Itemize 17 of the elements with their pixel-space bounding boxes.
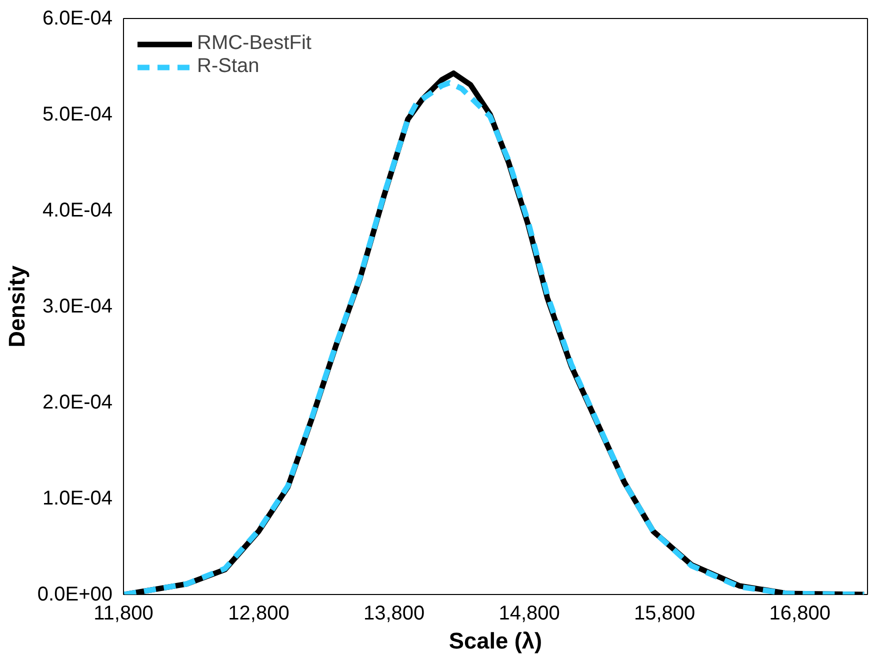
- x-tick-label: 13,800: [363, 602, 425, 624]
- y-tick-label: 5.0E-04: [42, 104, 113, 126]
- x-tick-label: 16,800: [769, 602, 830, 624]
- y-tick-label: 0.0E+00: [37, 584, 113, 606]
- y-tick-label: 2.0E-04: [42, 392, 113, 414]
- x-axis-title: Scale (λ): [448, 628, 542, 654]
- y-tick-label: 3.0E-04: [42, 296, 113, 318]
- x-tick-label: 14,800: [498, 602, 560, 624]
- y-tick-label: 1.0E-04: [42, 488, 113, 510]
- x-tick-label: 15,800: [634, 602, 696, 624]
- y-tick-label: 4.0E-04: [42, 200, 113, 222]
- y-tick-label: 6.0E-04: [42, 8, 113, 30]
- x-tick-label: 12,800: [228, 602, 290, 624]
- x-tick-label: 11,800: [94, 602, 154, 624]
- y-axis-title: Density: [3, 265, 30, 348]
- legend-label: RMC-BestFit: [197, 32, 312, 55]
- legend-label: R-Stan: [197, 55, 260, 78]
